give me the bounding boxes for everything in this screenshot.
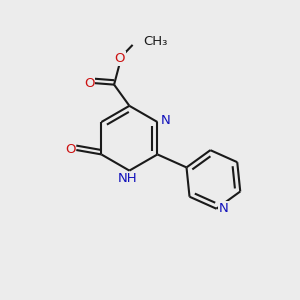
Text: N: N (161, 114, 171, 127)
Text: N: N (219, 202, 229, 215)
Text: O: O (84, 77, 94, 90)
Text: O: O (65, 143, 76, 157)
Text: CH₃: CH₃ (143, 35, 167, 48)
Text: O: O (115, 52, 125, 65)
Text: NH: NH (118, 172, 138, 185)
